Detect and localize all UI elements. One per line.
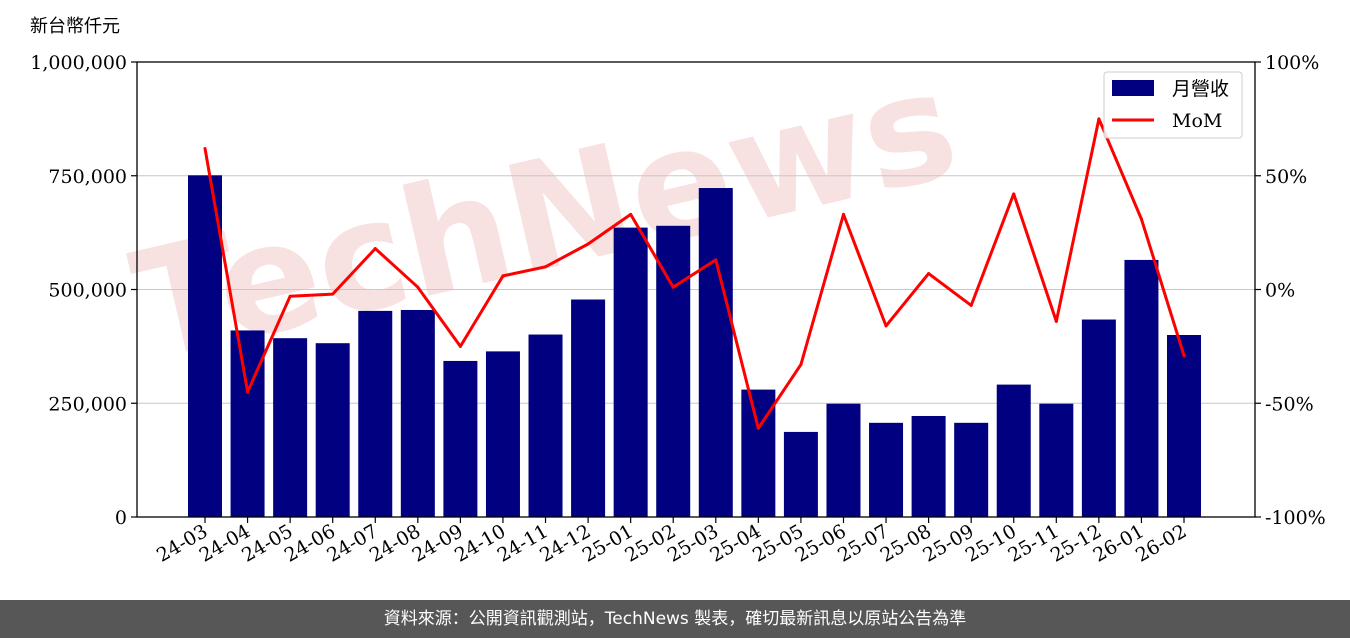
- mom-point: [373, 247, 377, 251]
- line-series: [203, 117, 1186, 430]
- left-tick-label: 0: [115, 507, 127, 529]
- bar: [869, 422, 904, 517]
- right-tick-label: 50%: [1265, 166, 1307, 188]
- right-tick-label: 0%: [1265, 280, 1295, 302]
- left-tick-label: 750,000: [48, 166, 127, 188]
- bar: [315, 343, 350, 517]
- bar: [400, 309, 435, 517]
- bar: [1039, 403, 1074, 517]
- mom-point: [756, 426, 760, 430]
- bar: [613, 227, 648, 517]
- mom-point: [969, 303, 973, 307]
- mom-point: [501, 274, 505, 278]
- right-tick-label: -100%: [1265, 507, 1326, 529]
- left-axis-unit-label: 新台幣仟元: [30, 16, 120, 37]
- bar: [188, 175, 222, 518]
- bar: [443, 360, 478, 517]
- legend-label-mom: MoM: [1172, 110, 1222, 132]
- legend-swatch-revenue: [1112, 80, 1154, 96]
- mom-point: [884, 324, 888, 328]
- source-footer: 資料來源：公開資訊觀測站，TechNews 製表，確切最新訊息以原站公告為準: [0, 600, 1350, 638]
- mom-point: [714, 258, 718, 262]
- bar: [911, 415, 946, 517]
- left-tick-label: 250,000: [48, 393, 127, 415]
- right-tick-label: 100%: [1265, 52, 1319, 74]
- bar: [954, 422, 989, 517]
- bar: [273, 338, 308, 517]
- bar: [1124, 259, 1159, 517]
- bar: [1167, 335, 1201, 517]
- mom-point: [331, 292, 335, 296]
- bar: [1081, 319, 1116, 517]
- legend-label-revenue: 月營收: [1172, 78, 1229, 100]
- left-tick-label: 500,000: [48, 280, 127, 302]
- bar: [996, 384, 1031, 517]
- mom-point: [671, 285, 675, 289]
- mom-point: [799, 363, 803, 367]
- left-axis: 0 250,000 500,000 750,000 1,000,000: [30, 52, 137, 529]
- mom-line: [203, 117, 1186, 430]
- mom-point: [288, 294, 292, 298]
- mom-point: [1054, 319, 1058, 323]
- bar: [698, 188, 733, 517]
- mom-point: [544, 265, 548, 269]
- mom-point: [416, 285, 420, 289]
- legend: 月營收 MoM: [1103, 71, 1243, 139]
- bar: [571, 299, 606, 517]
- right-tick-label: -50%: [1265, 393, 1314, 415]
- mom-point: [927, 272, 931, 276]
- chart: TechNews 新台幣仟元 0250,000500,000750,0001,0…: [30, 16, 1326, 567]
- bar-series: [188, 175, 1201, 518]
- mom-point: [629, 212, 633, 216]
- mom-point: [841, 212, 845, 216]
- bar: [656, 225, 691, 518]
- x-axis: 24-0324-0424-0524-0624-0724-0824-0924-10…: [153, 517, 1191, 567]
- mom-point: [1139, 217, 1143, 221]
- bar: [826, 403, 861, 517]
- right-axis: -100% -50% 0% 50% 100%: [1255, 52, 1326, 529]
- mom-point: [1182, 353, 1186, 357]
- bar: [783, 431, 818, 517]
- bar: [528, 334, 563, 517]
- mom-point: [246, 390, 250, 394]
- mom-point: [1012, 192, 1016, 196]
- mom-point: [586, 242, 590, 246]
- mom-point: [458, 344, 462, 348]
- bar: [358, 310, 393, 517]
- mom-point: [1097, 117, 1101, 121]
- bar: [230, 330, 265, 517]
- bar: [485, 351, 520, 517]
- left-tick-label: 1,000,000: [30, 52, 127, 74]
- mom-point: [203, 146, 207, 150]
